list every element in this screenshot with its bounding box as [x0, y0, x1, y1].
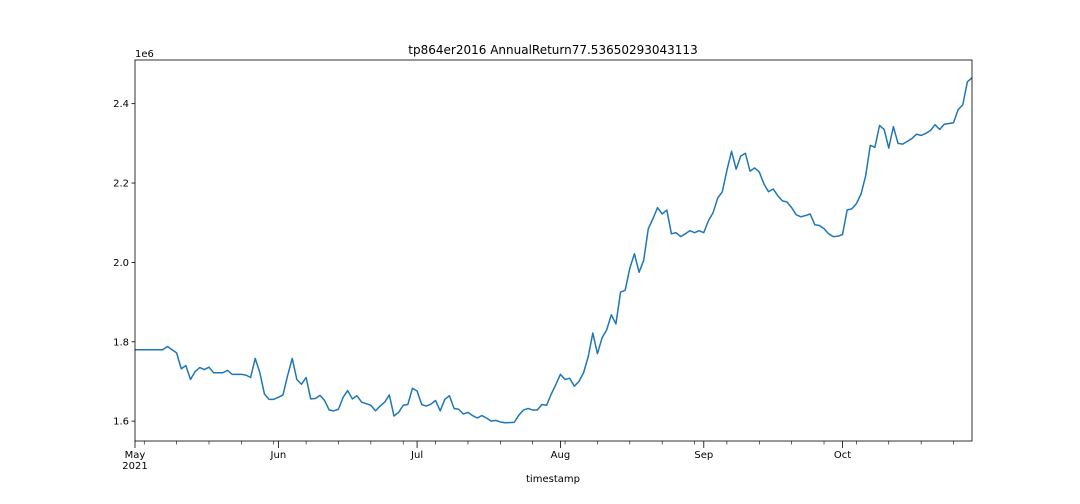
x-tick-label-4: Sep: [694, 450, 713, 461]
plot-area: [135, 77, 973, 424]
x-tick-label-0: May: [125, 450, 146, 461]
y-tick-label-3: 2.2: [113, 179, 129, 190]
x-axis-label: timestamp: [526, 474, 580, 485]
y-tick-label-1: 1.8: [113, 337, 129, 348]
x-tick-sublabel-0: 2021: [122, 461, 147, 472]
y-tick-label-2: 2.0: [113, 258, 129, 269]
x-tick-label-3: Aug: [551, 450, 571, 461]
y-tick-label-4: 2.4: [113, 99, 129, 110]
x-tick-label-2: Jul: [410, 450, 423, 461]
chart-title: tp864er2016 AnnualReturn77.5365029304311…: [408, 43, 697, 57]
series-line-0: [135, 77, 973, 424]
plot-frame: [134, 59, 973, 442]
x-tick-label-1: Jun: [270, 450, 287, 461]
x-tick-label-5: Oct: [834, 450, 851, 461]
y-tick-label-0: 1.6: [113, 417, 129, 428]
y-axis-exponent-label: 1e6: [135, 49, 154, 60]
